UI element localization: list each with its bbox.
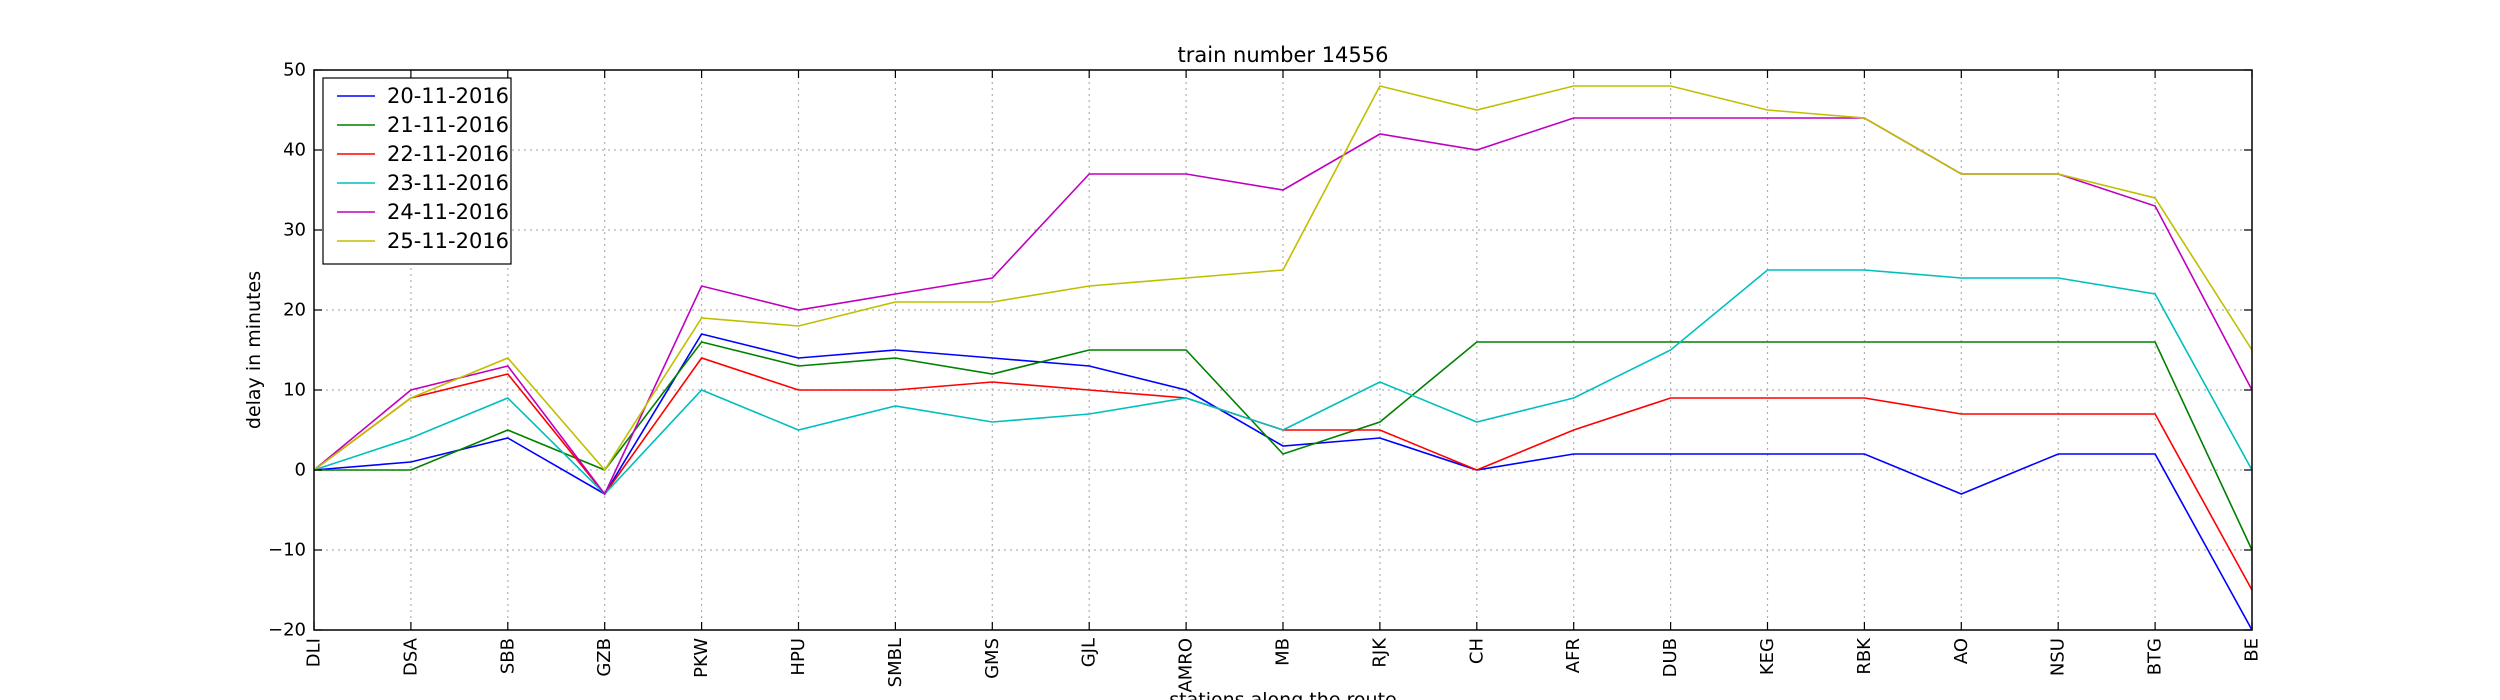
- y-tick-label: −10: [268, 540, 306, 561]
- legend-label: 21-11-2016: [387, 113, 509, 137]
- y-tick-label: 20: [283, 300, 306, 321]
- x-tick-label: AO: [1951, 638, 1972, 664]
- x-tick-label: HPU: [788, 638, 809, 676]
- chart-title: train number 14556: [1178, 43, 1389, 67]
- x-tick-label: DSA: [400, 637, 421, 676]
- x-axis-label: stations along the route: [1169, 689, 1396, 700]
- x-tick-label: DLI: [304, 638, 325, 667]
- grid-lines: [314, 70, 2252, 630]
- x-tick-label: AFR: [1563, 638, 1584, 673]
- x-tick-label: RJK: [1369, 637, 1390, 668]
- legend-box: [322, 77, 512, 265]
- x-tick-label: SMBL: [885, 638, 906, 687]
- legend-label: 23-11-2016: [387, 171, 509, 195]
- series-line-20-11-2016: [313, 333, 2253, 631]
- series-line-21-11-2016: [314, 341, 2253, 551]
- legend-label: 25-11-2016: [387, 229, 509, 253]
- series-line-23-11-2016: [313, 269, 2253, 496]
- y-tick-label: 30: [283, 220, 306, 241]
- y-tick-labels: −20 −10 0 10 20 30 40 50: [268, 60, 306, 641]
- x-tick-label: BTG: [2145, 638, 2166, 675]
- y-tick-label: 10: [283, 380, 306, 401]
- x-tick-label: AMRO: [1176, 638, 1197, 693]
- x-tick-label: GJL: [1079, 638, 1100, 667]
- y-axis-label: delay in minutes: [243, 271, 265, 429]
- x-tick-label: DUB: [1660, 638, 1681, 677]
- x-tick-label: PKW: [691, 638, 712, 678]
- legend: 20-11-2016 21-11-2016 22-11-2016 23-11-2016…: [322, 77, 512, 265]
- legend-label: 24-11-2016: [387, 200, 509, 224]
- series-line-25-11-2016: [313, 85, 2253, 472]
- x-tick-label: MB: [1273, 638, 1294, 666]
- legend-label: 22-11-2016: [387, 142, 509, 166]
- x-tick-label: RBK: [1854, 637, 1875, 675]
- x-tick-label: KEG: [1757, 638, 1778, 675]
- x-tick-label: SBB: [497, 638, 518, 674]
- y-tick-label: 50: [283, 60, 306, 81]
- legend-label: 20-11-2016: [387, 84, 509, 108]
- x-tick-label: CH: [1466, 638, 1487, 664]
- y-tick-label: 0: [295, 460, 306, 481]
- x-tick-labels: DLI DSA SBB GZB PKW HPU SMBL GMS GJL AMRO MB RJK CH A…: [304, 637, 2263, 693]
- x-tick-label: GZB: [594, 638, 615, 677]
- x-tick-label: NSU: [2048, 638, 2069, 676]
- series-lines: [313, 85, 2253, 631]
- x-tick-label: GMS: [982, 638, 1003, 679]
- axis-ticks: [313, 69, 2253, 631]
- x-tick-label: BE: [2242, 638, 2263, 662]
- y-tick-label: 40: [283, 140, 306, 161]
- y-tick-label: −20: [268, 620, 306, 641]
